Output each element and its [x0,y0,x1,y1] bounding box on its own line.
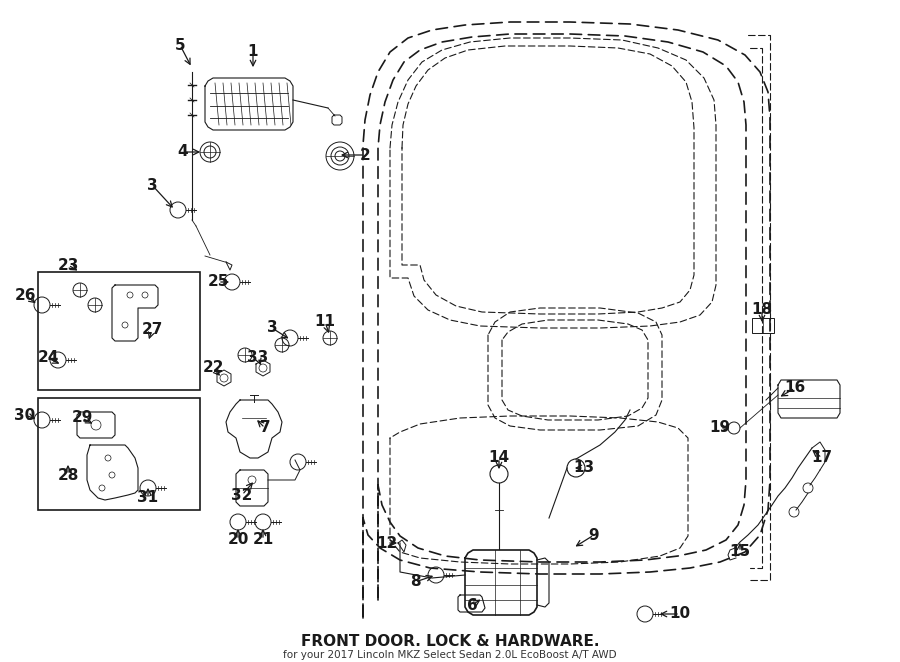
Text: 6: 6 [466,598,477,612]
Text: 2: 2 [360,148,371,162]
Bar [38,272,200,390]
Text: 26: 26 [14,287,36,303]
Text: 28: 28 [58,467,78,483]
Text: 18: 18 [752,303,772,318]
Text: 17: 17 [812,451,833,465]
Text: 22: 22 [202,361,224,375]
Text: 8: 8 [410,575,420,589]
Text: 13: 13 [573,461,595,475]
Text: 3: 3 [266,320,277,336]
Text: 29: 29 [71,410,93,426]
Text: 21: 21 [252,532,274,547]
Text: 3: 3 [147,177,158,193]
Text: 25: 25 [207,275,229,289]
Text: 5: 5 [175,38,185,52]
Text: 24: 24 [37,350,58,365]
Text: 33: 33 [248,350,268,365]
Text: 30: 30 [14,408,36,422]
Text: 31: 31 [138,491,158,506]
Text: 1: 1 [248,44,258,60]
Text: for your 2017 Lincoln MKZ Select Sedan 2.0L EcoBoost A/T AWD: for your 2017 Lincoln MKZ Select Sedan 2… [284,650,616,660]
Text: 11: 11 [314,314,336,330]
Text: 32: 32 [231,487,253,502]
Text: 14: 14 [489,451,509,465]
Text: 19: 19 [709,420,731,436]
Text: 23: 23 [58,258,78,273]
Text: 20: 20 [228,532,248,547]
Text: 12: 12 [376,536,398,551]
Text: 27: 27 [141,322,163,338]
Bar [752,318,774,333]
Text: FRONT DOOR. LOCK & HARDWARE.: FRONT DOOR. LOCK & HARDWARE. [301,634,599,649]
Text: 10: 10 [670,606,690,622]
Bar [38,398,200,510]
Text: 15: 15 [729,545,751,559]
Text: 7: 7 [260,420,270,436]
Text: 16: 16 [785,381,806,395]
Text: 9: 9 [589,528,599,542]
Text: 4: 4 [177,144,188,160]
